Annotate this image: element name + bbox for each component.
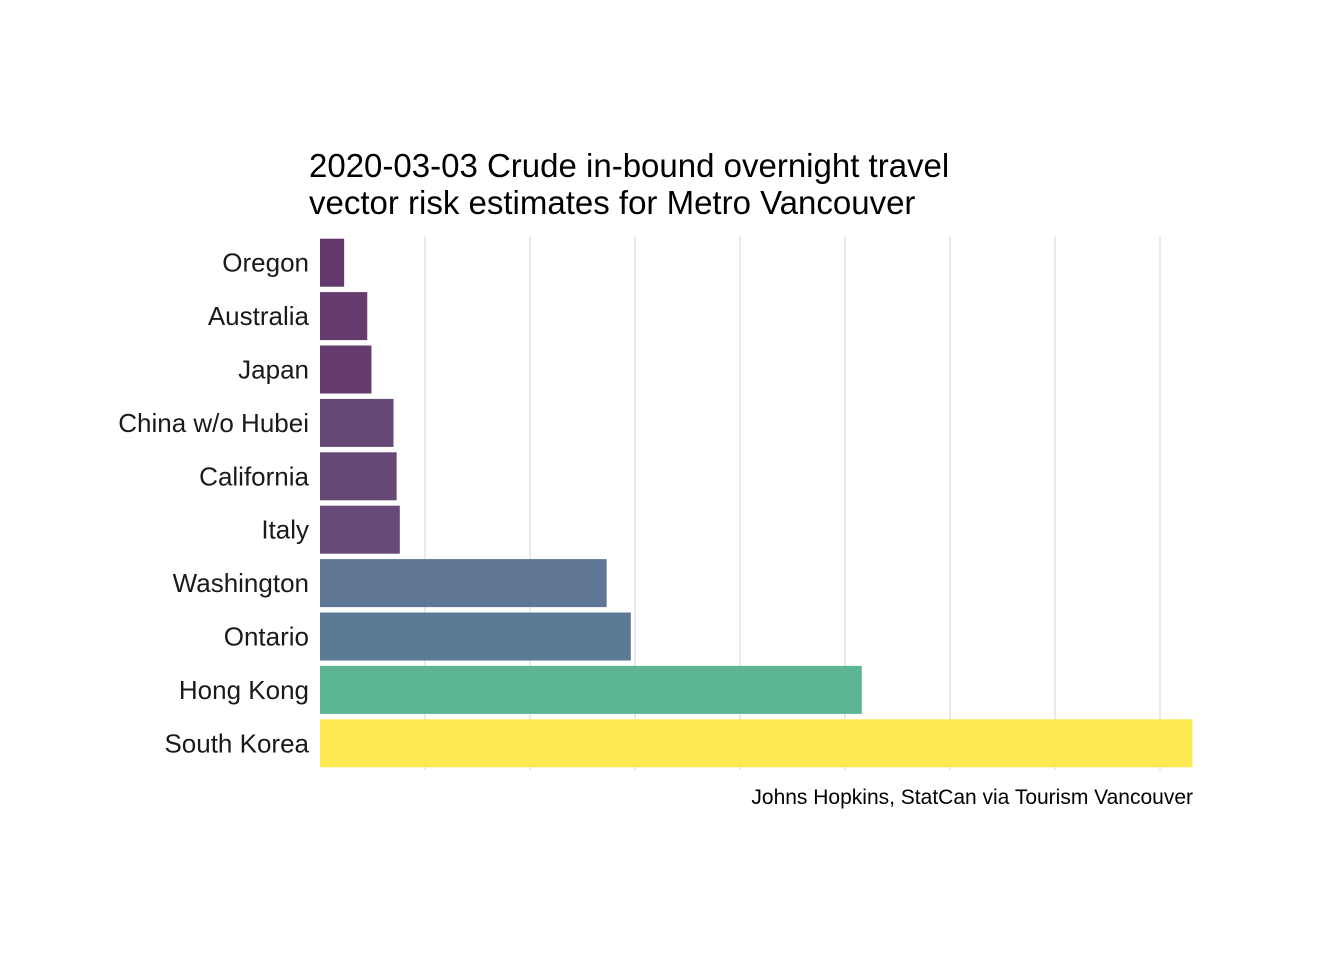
bar-california: [320, 452, 397, 501]
bar-italy: [320, 505, 400, 554]
bar-australia: [320, 292, 368, 341]
bar-washington: [320, 559, 607, 608]
chart-caption: Johns Hopkins, StatCan via Tourism Vanco…: [751, 786, 1193, 809]
y-tick-label: Australia: [208, 301, 310, 331]
bar-south-korea: [320, 719, 1193, 768]
bar-japan: [320, 345, 372, 394]
bar-hong-kong: [320, 665, 862, 714]
bar-china-w-o-hubei: [320, 398, 394, 447]
bars: [320, 238, 1193, 768]
y-tick-label: Italy: [261, 515, 309, 545]
y-tick-label: Ontario: [224, 622, 309, 652]
chart-subtitle: vector risk estimates for Metro Vancouve…: [309, 184, 915, 221]
y-tick-label: China w/o Hubei: [118, 408, 309, 438]
y-tick-label: Japan: [238, 355, 309, 385]
bar-ontario: [320, 612, 631, 661]
y-tick-label: South Korea: [164, 728, 309, 758]
chart-title: 2020-03-03 Crude in-bound overnight trav…: [309, 147, 949, 184]
bar-oregon: [320, 238, 345, 287]
y-tick-label: California: [199, 461, 309, 491]
y-tick-label: Washington: [173, 568, 309, 598]
gridlines: [424, 236, 1161, 770]
y-tick-label: Oregon: [222, 248, 309, 278]
y-axis-labels: Oregon Australia Japan China w/o Hubei Calif…: [118, 248, 309, 759]
y-tick-label: Hong Kong: [179, 675, 309, 705]
